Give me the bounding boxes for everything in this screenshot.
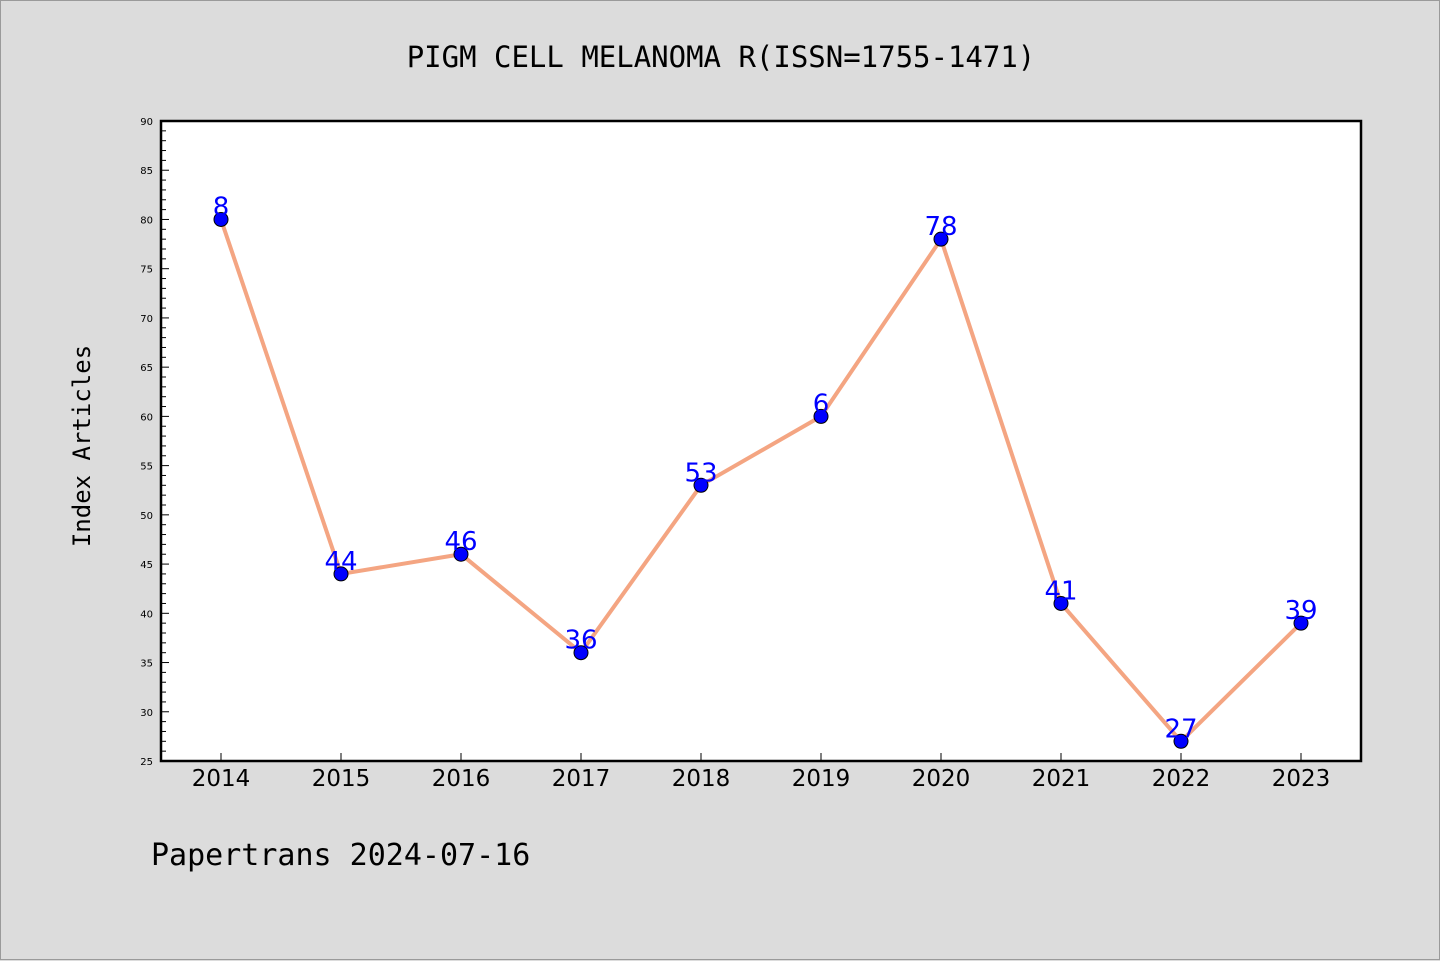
y-tick-label: 30 [140,708,153,719]
data-point [333,566,349,582]
x-tick-label: 2022 [1152,766,1211,792]
y-tick-label: 70 [140,314,153,325]
y-axis-label: Index Articles [68,345,96,547]
y-tick-label: 60 [140,412,153,423]
data-label: 46 [444,527,477,557]
plot-area [161,121,1361,761]
data-markers [213,211,1309,749]
data-point [813,408,829,424]
x-tick-label: 2019 [792,766,851,792]
x-tick-label: 2023 [1272,766,1331,792]
series-line [219,217,1303,744]
y-tick-label: 25 [140,757,153,768]
x-tick-label: 2014 [192,766,251,792]
y-tick-label: 85 [140,166,153,177]
plot-border [159,119,1363,763]
x-tick-label: 2021 [1032,766,1091,792]
chart-title: PIGM CELL MELANOMA R(ISSN=1755-1471) [407,40,1036,74]
data-point [1293,615,1309,631]
data-point [1053,595,1069,611]
data-point [1173,733,1189,749]
x-tick-label: 2018 [672,766,731,792]
data-label: 41 [1044,576,1077,606]
y-tick-label: 45 [140,560,153,571]
y-tick-label: 35 [140,659,153,670]
y-axis-ticks: 25 30 35 40 45 50 55 60 65 70 75 80 85 90 [140,117,169,768]
x-tick-label: 2020 [912,766,971,792]
data-label: 36 [564,626,597,656]
y-tick-label: 50 [140,511,153,522]
y-tick-label: 90 [140,117,153,128]
y-tick-label: 55 [140,462,153,473]
x-tick-label: 2016 [432,766,491,792]
data-label: 39 [1284,596,1317,626]
y-tick-label: 40 [140,609,153,620]
data-label: 78 [924,212,957,242]
x-tick-label: 2017 [552,766,611,792]
data-label: 53 [684,458,717,488]
data-point [693,477,709,493]
data-labels: 8 44 46 36 53 6 78 41 27 39 [213,192,1318,744]
data-label: 8 [213,192,230,222]
data-point [933,231,949,247]
x-axis-ticks: 2014 2015 2016 2017 2018 2019 2020 2021 2022 2023 [192,753,1331,792]
footer-credit: Papertrans 2024-07-16 [151,838,530,873]
data-label: 44 [324,547,357,577]
data-point [213,211,229,227]
data-label: 27 [1164,714,1197,744]
y-tick-label: 75 [140,265,153,276]
data-point [453,546,469,562]
y-tick-label: 65 [140,363,153,374]
data-point [573,645,589,661]
x-tick-label: 2015 [312,766,371,792]
y-tick-label: 80 [140,215,153,226]
data-label: 6 [813,389,830,419]
series-line-group [219,217,1303,744]
